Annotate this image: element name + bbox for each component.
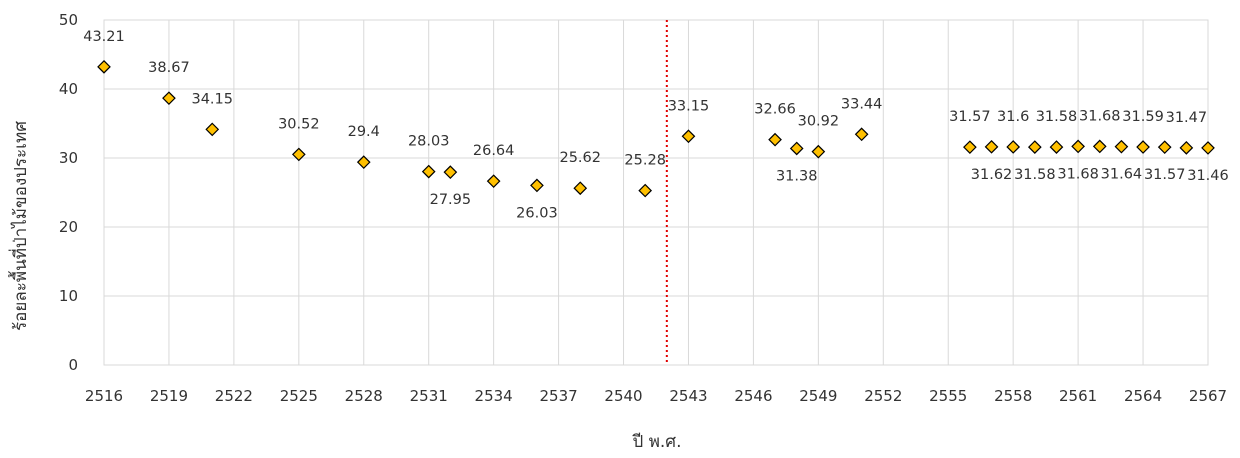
x-tick-label: 2552 xyxy=(864,387,902,405)
data-label: 43.21 xyxy=(83,29,125,45)
data-label: 25.62 xyxy=(559,150,601,166)
data-point xyxy=(1092,139,1107,154)
data-points xyxy=(97,60,1215,198)
data-label: 33.44 xyxy=(841,96,883,112)
data-point xyxy=(486,174,501,189)
data-label: 31.57 xyxy=(1144,167,1186,183)
data-label: 32.66 xyxy=(754,102,796,118)
x-tick-label: 2540 xyxy=(604,387,642,405)
x-axis-title: ปี พ.ศ. xyxy=(632,432,682,452)
data-point xyxy=(162,91,176,106)
data-point xyxy=(638,183,653,198)
data-label: 31.68 xyxy=(1057,166,1099,182)
x-tick-label: 2525 xyxy=(280,387,318,405)
x-tick-label: 2567 xyxy=(1189,387,1227,405)
data-label: 31.6 xyxy=(997,109,1029,125)
data-label: 31.58 xyxy=(1014,167,1056,183)
data-point xyxy=(1049,140,1064,154)
x-tick-label: 2531 xyxy=(410,387,448,405)
data-label: 31.62 xyxy=(971,167,1013,183)
y-axis-title: ร้อยละพื้นที่ป่าไม้ของประเทศ xyxy=(8,121,31,331)
x-tick-label: 2546 xyxy=(734,387,772,405)
data-label: 31.68 xyxy=(1079,108,1121,124)
data-point xyxy=(97,60,111,74)
x-tick-label: 2537 xyxy=(539,387,577,405)
plot-border xyxy=(103,19,1209,366)
y-tick-label: 40 xyxy=(59,80,78,98)
data-point xyxy=(1179,141,1194,155)
data-point xyxy=(984,139,999,154)
y-tick-label: 50 xyxy=(59,11,78,29)
data-point xyxy=(789,141,804,156)
y-tick-label: 30 xyxy=(59,149,78,167)
x-tick-label: 2534 xyxy=(475,387,513,405)
data-label: 38.67 xyxy=(148,60,190,76)
data-label: 30.92 xyxy=(798,114,840,130)
data-point xyxy=(1136,140,1150,154)
data-label: 31.46 xyxy=(1187,168,1229,184)
data-point xyxy=(1201,141,1215,155)
x-tick-label: 2555 xyxy=(929,387,967,405)
data-label: 25.28 xyxy=(624,153,666,169)
data-label: 31.47 xyxy=(1166,110,1208,126)
y-tick-label: 0 xyxy=(68,356,78,374)
data-label: 31.57 xyxy=(949,109,991,125)
data-point xyxy=(291,147,306,162)
x-tick-label: 2516 xyxy=(85,387,123,405)
data-label: 33.15 xyxy=(668,98,710,114)
data-point xyxy=(573,181,588,196)
data-point xyxy=(1027,140,1042,154)
data-label: 26.03 xyxy=(516,205,558,221)
x-tick-label: 2522 xyxy=(215,387,253,405)
data-point xyxy=(854,127,869,142)
data-label: 34.15 xyxy=(191,91,233,107)
data-point xyxy=(421,164,436,179)
data-label: 29.4 xyxy=(348,124,380,140)
data-label: 27.95 xyxy=(430,192,472,208)
data-label: 26.64 xyxy=(473,143,515,159)
y-axis: 0 10 20 30 40 50 xyxy=(59,11,78,374)
data-label: 31.38 xyxy=(776,168,818,184)
x-tick-label: 2561 xyxy=(1059,387,1097,405)
data-point xyxy=(681,129,696,144)
data-point xyxy=(1114,139,1129,154)
data-label: 31.64 xyxy=(1101,167,1143,183)
data-point xyxy=(205,122,220,137)
data-point xyxy=(443,165,458,179)
x-tick-label: 2564 xyxy=(1124,387,1162,405)
gridlines xyxy=(103,19,1209,366)
data-point xyxy=(1157,140,1172,155)
x-tick-label: 2549 xyxy=(799,387,837,405)
y-tick-label: 10 xyxy=(59,287,78,305)
x-tick-label: 2528 xyxy=(345,387,383,405)
data-point xyxy=(530,178,544,193)
data-label: 31.58 xyxy=(1036,109,1078,125)
data-point xyxy=(811,144,826,159)
data-label: 30.52 xyxy=(278,116,320,132)
x-tick-label: 2543 xyxy=(669,387,707,405)
data-point xyxy=(1071,139,1085,154)
x-tick-label: 2519 xyxy=(150,387,188,405)
data-point xyxy=(1006,140,1021,154)
y-tick-label: 20 xyxy=(59,218,78,236)
x-axis: 2516 2519 2522 2525 2528 2531 2534 2537 2540 2543… xyxy=(85,387,1227,405)
x-tick-label: 2558 xyxy=(994,387,1032,405)
data-label: 31.59 xyxy=(1122,109,1164,125)
plot-area xyxy=(103,19,1209,366)
data-point xyxy=(963,140,977,155)
data-label: 28.03 xyxy=(408,134,450,150)
data-point xyxy=(768,132,782,147)
data-point xyxy=(356,155,371,169)
